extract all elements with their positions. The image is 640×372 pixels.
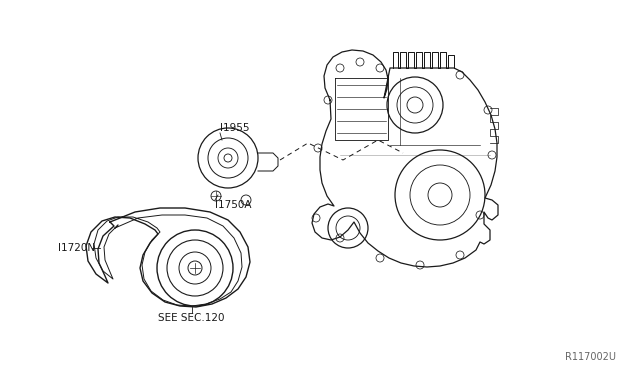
Text: I1750A: I1750A xyxy=(215,200,252,210)
Text: I1720N: I1720N xyxy=(58,243,95,253)
Text: I1955: I1955 xyxy=(220,123,250,133)
Text: R117002U: R117002U xyxy=(564,352,616,362)
Text: SEE SEC.120: SEE SEC.120 xyxy=(158,313,225,323)
